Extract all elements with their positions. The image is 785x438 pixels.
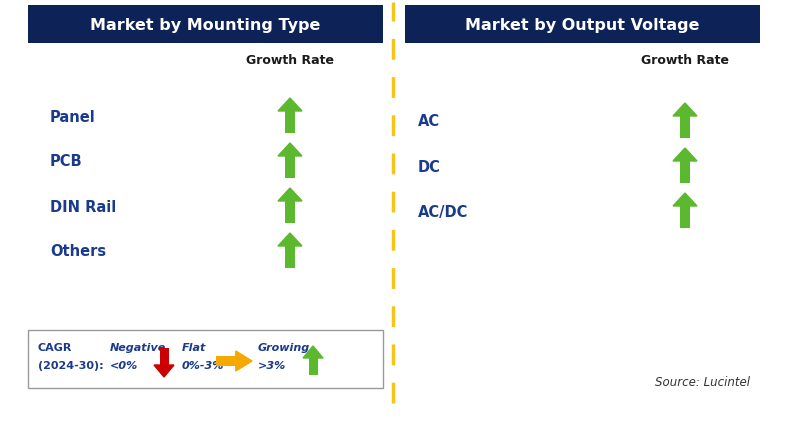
Text: >3%: >3% xyxy=(258,360,287,370)
Polygon shape xyxy=(278,99,302,112)
Bar xyxy=(285,157,295,179)
Polygon shape xyxy=(673,104,697,117)
Bar xyxy=(680,162,690,184)
Bar xyxy=(28,330,383,388)
Text: PCB: PCB xyxy=(50,154,82,169)
Bar xyxy=(216,356,236,366)
Bar xyxy=(285,112,295,134)
Bar xyxy=(680,117,690,139)
Bar xyxy=(285,201,295,223)
Text: AC/DC: AC/DC xyxy=(418,204,469,219)
Text: AC: AC xyxy=(418,114,440,129)
Text: Flat: Flat xyxy=(182,342,206,352)
Text: 0%-3%: 0%-3% xyxy=(182,360,225,370)
Text: <0%: <0% xyxy=(110,360,138,370)
Polygon shape xyxy=(278,189,302,201)
Text: Market by Output Voltage: Market by Output Voltage xyxy=(466,18,699,32)
Bar xyxy=(285,247,295,268)
Bar xyxy=(159,348,169,365)
Text: DIN Rail: DIN Rail xyxy=(50,199,116,214)
Text: DC: DC xyxy=(418,159,441,174)
Text: Negative: Negative xyxy=(110,342,166,352)
Text: Growing: Growing xyxy=(258,342,310,352)
Bar xyxy=(405,6,760,44)
Polygon shape xyxy=(303,346,323,358)
Bar xyxy=(680,207,690,229)
Polygon shape xyxy=(154,365,174,377)
Text: Market by Mounting Type: Market by Mounting Type xyxy=(90,18,321,32)
Text: Growth Rate: Growth Rate xyxy=(641,54,729,67)
Polygon shape xyxy=(673,148,697,162)
Text: (2024-30):: (2024-30): xyxy=(38,360,104,370)
Text: Growth Rate: Growth Rate xyxy=(246,54,334,67)
Polygon shape xyxy=(673,194,697,207)
Text: Source: Lucintel: Source: Lucintel xyxy=(655,375,750,388)
Text: CAGR: CAGR xyxy=(38,342,72,352)
Polygon shape xyxy=(278,144,302,157)
Bar xyxy=(28,6,383,44)
Polygon shape xyxy=(236,351,252,371)
Text: Others: Others xyxy=(50,244,106,259)
Bar xyxy=(309,358,317,375)
Polygon shape xyxy=(278,233,302,247)
Text: Panel: Panel xyxy=(50,109,96,124)
